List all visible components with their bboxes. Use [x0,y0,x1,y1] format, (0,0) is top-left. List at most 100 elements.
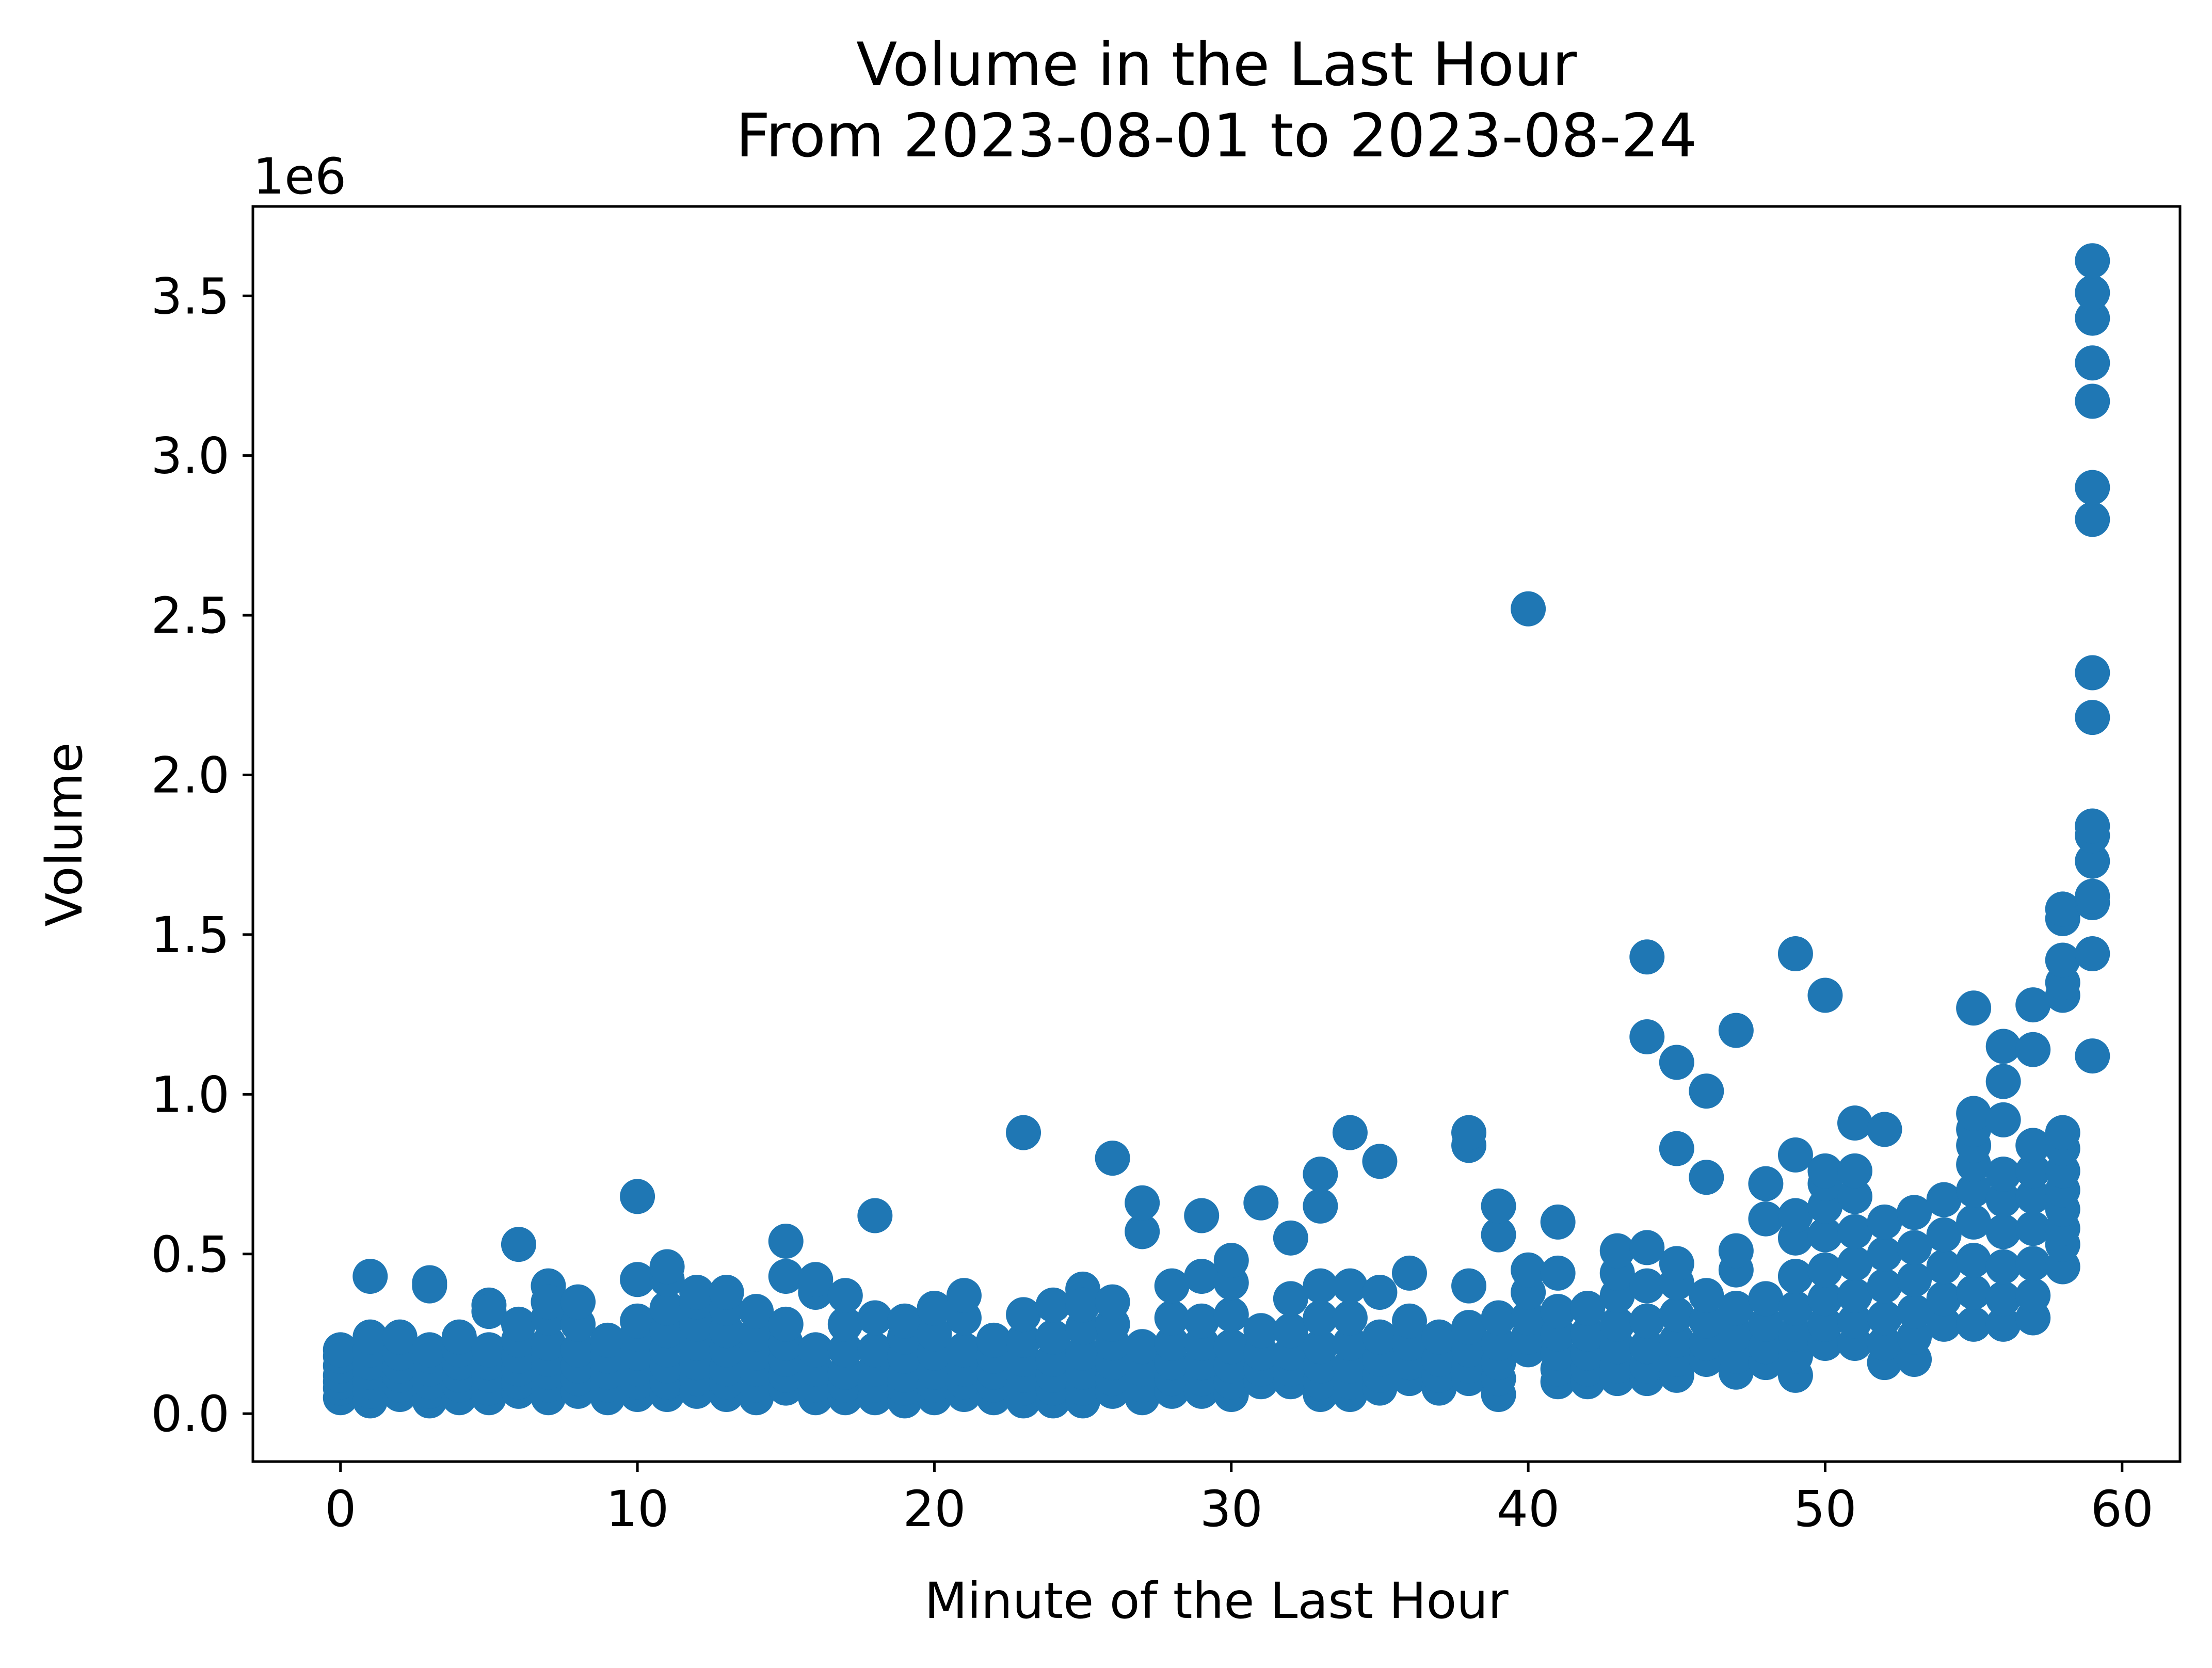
scatter-point [352,1319,388,1355]
x-tick-label: 40 [1497,1480,1560,1538]
scatter-point [1629,1019,1665,1054]
scatter-point [2075,700,2110,735]
scatter-point [1391,1303,1427,1339]
scatter-point [560,1284,596,1320]
scatter-point [1540,1294,1576,1329]
scatter-point [1897,1319,1932,1355]
y-axis-offset-label: 1e6 [253,148,346,205]
scatter-point [1867,1300,1902,1336]
scatter-point [1985,1157,2021,1192]
scatter-point [1777,1198,1813,1233]
scatter-point [827,1278,863,1313]
scatter-point [1689,1278,1724,1313]
scatter-point [2015,1128,2051,1163]
scatter-point [1213,1297,1249,1333]
scatter-point [531,1284,566,1320]
scatter-point [1659,1131,1694,1166]
scatter-point [946,1278,982,1313]
scatter-point [1956,1243,1992,1278]
scatter-point [1985,1029,2021,1064]
scatter-point [1867,1112,1902,1147]
scatter-point [1748,1281,1784,1317]
scatter-point [1837,1246,1872,1281]
y-tick-label: 2.5 [151,587,230,645]
scatter-point [1629,1268,1665,1304]
x-tick-label: 10 [606,1480,669,1538]
scatter-point [1985,1102,2021,1137]
scatter-point [1956,1172,1992,1208]
scatter-point [1748,1201,1784,1237]
scatter-point [2015,1278,2051,1313]
y-tick-label: 1.0 [151,1066,230,1124]
scatter-point [2075,243,2110,279]
scatter-point [1481,1217,1516,1253]
scatter-point [1837,1105,1872,1141]
scatter-point [2075,383,2110,419]
scatter-point [382,1319,418,1355]
x-tick-label: 60 [2091,1480,2154,1538]
scatter-point [1332,1268,1368,1304]
scatter-point [590,1322,626,1358]
scatter-point [2075,843,2110,879]
scatter-point [1006,1297,1041,1333]
scatter-point [441,1319,477,1355]
scatter-point [1095,1141,1130,1176]
scatter-point [1956,990,1992,1026]
scatter-point [2075,878,2110,914]
scatter-point [1956,1096,1992,1131]
scatter-point [1689,1303,1724,1339]
scatter-point [1213,1329,1249,1365]
scatter-point [1273,1313,1308,1349]
scatter-point [1065,1335,1101,1371]
scatter-point [1659,1045,1694,1080]
scatter-point [1956,1275,1992,1310]
scatter-point [471,1294,507,1329]
scatter-point [1481,1300,1516,1336]
scatter-point [1807,1306,1843,1342]
scatter-point [1362,1144,1398,1179]
scatter-point [1689,1160,1724,1195]
scatter-point [412,1332,447,1368]
scatter-point [1956,1306,1992,1342]
scatter-point [1095,1284,1130,1320]
scatter-point [827,1306,863,1342]
scatter-point [1867,1204,1902,1240]
x-tick-label: 30 [1200,1480,1263,1538]
scatter-point [768,1259,804,1294]
scatter-point [2015,1032,2051,1067]
scatter-point [1956,1204,1992,1240]
scatter-point [1897,1230,1932,1265]
scatter-point [1243,1313,1279,1349]
scatter-point [1599,1233,1635,1269]
scatter-point [1718,1013,1754,1048]
scatter-point [1837,1303,1872,1339]
scatter-point [412,1268,447,1304]
y-tick-label: 2.0 [151,747,230,805]
scatter-point [1629,939,1665,975]
scatter-point [1243,1185,1279,1221]
chart-title-line2: From 2023-08-01 to 2023-08-24 [736,101,1697,171]
scatter-point [1154,1268,1190,1304]
scatter-point [1837,1214,1872,1249]
scatter-point [620,1262,655,1297]
scatter-point [857,1332,893,1368]
scatter-point [1867,1236,1902,1272]
scatter-point [1718,1233,1754,1269]
scatter-point [1273,1281,1308,1317]
scatter-point [1659,1246,1694,1281]
y-tick-label: 1.5 [151,906,230,964]
y-tick-label: 3.0 [151,427,230,485]
scatter-point [1303,1300,1338,1336]
scatter-point [1065,1287,1101,1323]
scatter-point [1035,1319,1071,1355]
scatter-point [1867,1326,1902,1361]
scatter-point [2075,1038,2110,1074]
scatter-point [1748,1306,1784,1342]
scatter-point [2045,942,2080,978]
scatter-point [1599,1306,1635,1342]
scatter-point [1362,1319,1398,1355]
scatter-point [1481,1188,1516,1224]
